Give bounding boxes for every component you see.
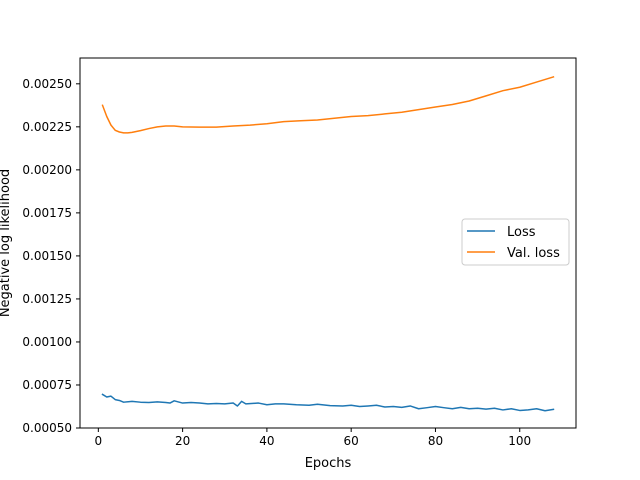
legend-entries: Loss Val. loss: [467, 225, 560, 261]
legend-label-1: Val. loss: [507, 246, 560, 261]
y-tick-label: 0.00075: [22, 378, 72, 392]
x-axis-label: Epochs: [305, 456, 352, 471]
y-tick-label: 0.00125: [22, 292, 72, 306]
y-tick-label: 0.00150: [22, 249, 72, 263]
y-tick-label: 0.00175: [22, 206, 72, 220]
x-axis-ticks: 0 20 40 60 80 100: [95, 428, 531, 448]
x-tick-label: 80: [428, 434, 443, 448]
y-axis-label: Negative log likelihood: [0, 169, 13, 317]
series-line-0: [101, 393, 555, 412]
x-tick-label: 60: [344, 434, 359, 448]
legend-label-0: Loss: [507, 225, 536, 240]
series-line-1: [101, 75, 555, 134]
x-tick-label: 100: [508, 434, 531, 448]
x-tick-label: 40: [259, 434, 274, 448]
y-tick-label: 0.00100: [22, 335, 72, 349]
legend: Loss Val. loss: [461, 218, 570, 266]
series-layer: [101, 75, 555, 412]
y-tick-label: 0.00200: [22, 163, 72, 177]
y-tick-label: 0.00250: [22, 77, 72, 91]
plot-frame: [79, 57, 577, 429]
x-tick-label: 0: [95, 434, 103, 448]
x-tick-label: 20: [175, 434, 190, 448]
y-axis-ticks: 0.00050 0.00075 0.00100 0.00125 0.00150 0.001…: [22, 77, 80, 435]
y-tick-label: 0.00050: [22, 421, 72, 435]
y-tick-label: 0.00225: [22, 120, 72, 134]
